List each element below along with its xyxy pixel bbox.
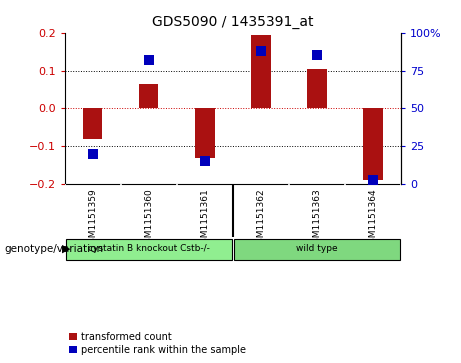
- Text: GSM1151363: GSM1151363: [313, 188, 321, 249]
- Text: GSM1151360: GSM1151360: [144, 188, 153, 249]
- Point: [313, 53, 321, 58]
- Bar: [139, 84, 159, 109]
- Text: cystatin B knockout Cstb-/-: cystatin B knockout Cstb-/-: [88, 244, 210, 253]
- Bar: [363, 109, 383, 180]
- Legend: transformed count, percentile rank within the sample: transformed count, percentile rank withi…: [70, 331, 246, 355]
- Bar: [251, 34, 271, 109]
- Point: [201, 159, 208, 164]
- Bar: [307, 69, 327, 109]
- Title: GDS5090 / 1435391_at: GDS5090 / 1435391_at: [152, 15, 313, 29]
- Text: GSM1151362: GSM1151362: [256, 188, 266, 249]
- Text: GSM1151359: GSM1151359: [88, 188, 97, 249]
- Point: [369, 177, 377, 183]
- Text: GSM1151361: GSM1151361: [200, 188, 209, 249]
- Point: [257, 48, 265, 54]
- Text: GSM1151364: GSM1151364: [368, 188, 378, 249]
- Text: wild type: wild type: [296, 244, 338, 253]
- Bar: [234, 239, 400, 260]
- Text: ▶: ▶: [62, 244, 71, 254]
- Point: [145, 57, 152, 63]
- Point: [89, 151, 96, 157]
- Bar: [83, 109, 102, 139]
- Bar: [195, 109, 214, 158]
- Text: genotype/variation: genotype/variation: [5, 244, 104, 254]
- Bar: [65, 239, 232, 260]
